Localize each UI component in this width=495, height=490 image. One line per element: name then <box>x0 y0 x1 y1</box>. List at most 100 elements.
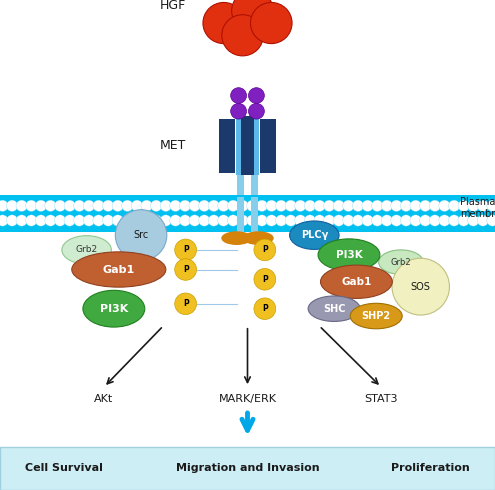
Text: PLCγ: PLCγ <box>300 230 328 240</box>
Circle shape <box>150 215 162 226</box>
Circle shape <box>248 103 264 119</box>
Bar <box>0 195 495 232</box>
Circle shape <box>222 15 263 56</box>
Circle shape <box>175 293 197 315</box>
Circle shape <box>248 88 264 103</box>
Circle shape <box>295 200 306 212</box>
Circle shape <box>16 215 27 226</box>
Ellipse shape <box>243 231 274 245</box>
Circle shape <box>218 200 229 212</box>
Circle shape <box>179 215 191 226</box>
Circle shape <box>400 215 412 226</box>
Circle shape <box>227 215 239 226</box>
Circle shape <box>175 239 197 261</box>
Circle shape <box>0 215 8 226</box>
Circle shape <box>487 200 495 212</box>
Bar <box>245 116 259 175</box>
Circle shape <box>304 200 316 212</box>
Circle shape <box>254 269 276 290</box>
Circle shape <box>247 215 258 226</box>
Circle shape <box>26 215 37 226</box>
Text: STAT3: STAT3 <box>364 394 398 404</box>
Circle shape <box>458 200 469 212</box>
Circle shape <box>26 200 37 212</box>
Circle shape <box>208 215 220 226</box>
Circle shape <box>227 200 239 212</box>
Circle shape <box>250 2 292 44</box>
Ellipse shape <box>72 252 166 287</box>
Circle shape <box>93 200 104 212</box>
Circle shape <box>45 215 56 226</box>
Circle shape <box>468 200 479 212</box>
Circle shape <box>179 200 191 212</box>
Circle shape <box>372 215 383 226</box>
Circle shape <box>477 215 489 226</box>
Circle shape <box>170 215 181 226</box>
Circle shape <box>285 215 297 226</box>
Ellipse shape <box>308 296 360 321</box>
Circle shape <box>189 200 200 212</box>
Circle shape <box>102 215 114 226</box>
Circle shape <box>458 215 469 226</box>
Circle shape <box>160 200 172 212</box>
Circle shape <box>372 200 383 212</box>
Circle shape <box>343 200 354 212</box>
Circle shape <box>131 200 143 212</box>
Circle shape <box>237 215 248 226</box>
Bar <box>251 172 258 195</box>
Circle shape <box>392 258 449 315</box>
Circle shape <box>170 200 181 212</box>
Text: P: P <box>183 265 189 274</box>
Circle shape <box>218 215 229 226</box>
Circle shape <box>304 215 316 226</box>
Circle shape <box>256 215 268 226</box>
Circle shape <box>247 200 258 212</box>
Ellipse shape <box>83 290 145 327</box>
Bar <box>238 197 244 237</box>
Circle shape <box>175 259 197 280</box>
Circle shape <box>45 200 56 212</box>
Text: P: P <box>262 275 268 284</box>
Circle shape <box>115 210 167 261</box>
Circle shape <box>275 200 287 212</box>
Circle shape <box>83 200 95 212</box>
Text: P: P <box>262 304 268 313</box>
Circle shape <box>54 215 66 226</box>
Circle shape <box>93 215 104 226</box>
Bar <box>251 197 258 237</box>
Text: P: P <box>183 299 189 308</box>
Circle shape <box>314 215 325 226</box>
Circle shape <box>74 215 85 226</box>
Circle shape <box>122 200 133 212</box>
Text: MARK/ERK: MARK/ERK <box>218 394 277 404</box>
Text: P: P <box>183 245 189 254</box>
Ellipse shape <box>318 239 380 270</box>
Circle shape <box>410 200 421 212</box>
Circle shape <box>237 200 248 212</box>
Circle shape <box>314 200 325 212</box>
Ellipse shape <box>350 303 402 329</box>
Circle shape <box>231 88 247 103</box>
Text: Gab1: Gab1 <box>341 277 372 287</box>
Circle shape <box>362 215 373 226</box>
Ellipse shape <box>221 231 252 245</box>
Circle shape <box>448 200 460 212</box>
Text: SOS: SOS <box>411 282 431 292</box>
Circle shape <box>141 200 152 212</box>
Circle shape <box>122 215 133 226</box>
Circle shape <box>275 215 287 226</box>
Circle shape <box>131 215 143 226</box>
Circle shape <box>254 298 276 319</box>
Text: Grb2: Grb2 <box>391 258 411 267</box>
Text: SHC: SHC <box>323 304 346 314</box>
Circle shape <box>420 215 431 226</box>
Circle shape <box>391 215 402 226</box>
Circle shape <box>477 200 489 212</box>
Text: MET: MET <box>160 139 187 152</box>
Bar <box>241 116 254 175</box>
Circle shape <box>112 215 123 226</box>
Text: Grb2: Grb2 <box>76 245 98 254</box>
Circle shape <box>439 215 450 226</box>
Circle shape <box>54 200 66 212</box>
Circle shape <box>295 215 306 226</box>
